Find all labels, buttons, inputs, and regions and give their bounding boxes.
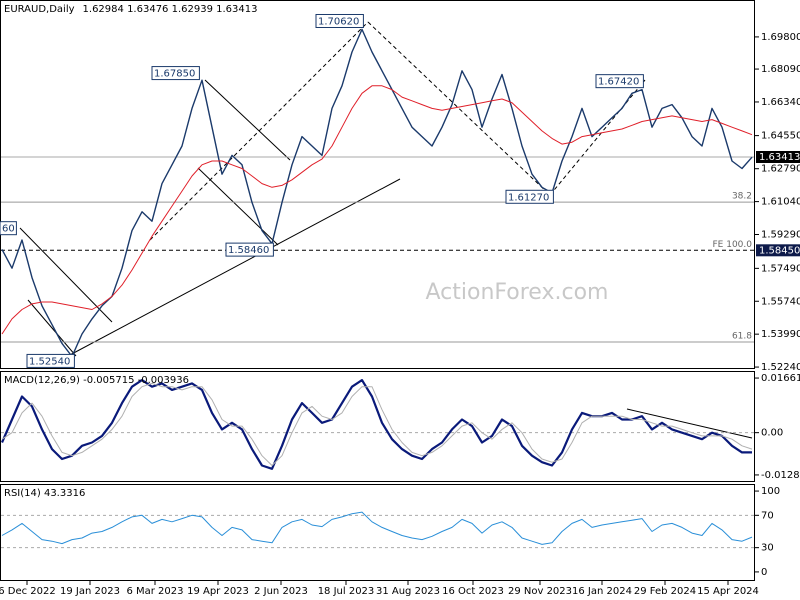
price-annotation-box bbox=[0, 221, 17, 236]
x-tick-label: 2 Jun 2023 bbox=[254, 586, 308, 597]
x-tick-label: 16 Oct 2023 bbox=[442, 586, 504, 597]
price-annotation: 1.61270 bbox=[508, 192, 549, 203]
panel-title-text: MACD(12,26,9) -0.005715 -0.003936 bbox=[4, 375, 189, 386]
trendline bbox=[367, 21, 551, 196]
trendline bbox=[549, 79, 646, 196]
x-tick-label: 29 Feb 2024 bbox=[634, 586, 696, 597]
y-tick-label: 1.64550 bbox=[761, 131, 800, 142]
trendline bbox=[19, 227, 113, 323]
panel-subtitle: 1.62984 1.63476 1.62939 1.63413 bbox=[83, 4, 258, 15]
trendline bbox=[626, 408, 753, 439]
x-tick-label: 6 Mar 2023 bbox=[126, 586, 183, 597]
price-annotation: 1.52540 bbox=[29, 356, 70, 367]
price-annotation: 1.67850 bbox=[154, 69, 195, 80]
indicator-line bbox=[1, 85, 753, 335]
y-tick-label: 0.016619 bbox=[761, 373, 800, 384]
y-tick-label: 1.61040 bbox=[761, 197, 800, 208]
y-tick-label: 1.53990 bbox=[761, 329, 800, 340]
indicator-line bbox=[1, 511, 753, 545]
price-annotation: 60 bbox=[2, 224, 15, 235]
y-tick-label: 0.00 bbox=[761, 428, 783, 439]
fib-label: 38.2 bbox=[732, 192, 752, 202]
price-badge bbox=[756, 150, 800, 163]
price-annotation-box bbox=[151, 66, 200, 81]
trendline bbox=[197, 167, 279, 246]
indicator-line bbox=[1, 382, 753, 466]
x-tick-label: 31 Aug 2023 bbox=[376, 586, 440, 597]
price-badge-label: 1.58450 bbox=[759, 245, 800, 256]
price-badge-label: 1.63413 bbox=[759, 152, 800, 163]
y-tick-label: 1.69800 bbox=[761, 32, 800, 43]
y-tick-label: 1.66340 bbox=[761, 97, 800, 108]
price-annotation-box bbox=[315, 13, 364, 28]
panel-title: MACD(12,26,9) -0.005715 -0.003936 bbox=[4, 375, 189, 386]
price-annotation-box bbox=[595, 74, 644, 89]
price-annotation: 1.58460 bbox=[228, 245, 269, 256]
price-panel bbox=[0, 0, 755, 369]
y-tick-label: 1.55740 bbox=[761, 296, 800, 307]
panel-title-text: EURAUD,Daily bbox=[4, 4, 75, 15]
y-tick-label: 70 bbox=[761, 510, 774, 521]
price-badge bbox=[756, 244, 800, 257]
indicator-line bbox=[0, 379, 752, 470]
price-annotation-box bbox=[505, 189, 554, 204]
panel-title: RSI(14) 43.3316 bbox=[4, 488, 85, 499]
price-annotation: 1.67420 bbox=[598, 77, 639, 88]
y-tick-label: 1.62790 bbox=[761, 164, 800, 175]
x-tick-label: 16 Jan 2024 bbox=[572, 586, 632, 597]
y-tick-label: 0 bbox=[761, 567, 767, 578]
x-tick-label: 19 Jan 2023 bbox=[60, 586, 120, 597]
panel-title: EURAUD,Daily 1.62984 1.63476 1.62939 1.63… bbox=[4, 4, 257, 15]
x-tick-label: 19 Apr 2023 bbox=[187, 586, 249, 597]
y-tick-label: 1.52240 bbox=[761, 362, 800, 373]
watermark: ActionForex.com bbox=[426, 280, 609, 305]
x-tick-label: 15 Apr 2024 bbox=[697, 586, 759, 597]
fib-label: FE 100.0 bbox=[713, 240, 753, 250]
trendline bbox=[67, 178, 401, 357]
panel-title-text: RSI(14) 43.3316 bbox=[4, 488, 85, 499]
trendline bbox=[27, 299, 77, 357]
price-annotation-box bbox=[26, 353, 75, 368]
y-tick-label: 1.59290 bbox=[761, 230, 800, 241]
macd-panel bbox=[0, 371, 755, 482]
y-tick-label: 100 bbox=[761, 486, 780, 497]
x-tick-label: 6 Dec 2022 bbox=[0, 586, 56, 597]
price-annotation-box bbox=[225, 242, 274, 257]
y-tick-label: 30 bbox=[761, 543, 774, 554]
y-tick-label: -0.012864 bbox=[761, 470, 800, 481]
x-tick-label: 18 Jul 2023 bbox=[318, 586, 375, 597]
x-tick-label: 29 Nov 2023 bbox=[508, 586, 572, 597]
rsi-panel bbox=[0, 484, 755, 581]
price-annotation: 1.70620 bbox=[318, 16, 359, 27]
y-tick-label: 1.57490 bbox=[761, 263, 800, 274]
fib-label: 61.8 bbox=[732, 332, 752, 342]
y-tick-label: 1.68090 bbox=[761, 64, 800, 75]
price-line bbox=[1, 28, 753, 358]
trendline bbox=[204, 79, 291, 161]
trendline bbox=[149, 21, 369, 241]
